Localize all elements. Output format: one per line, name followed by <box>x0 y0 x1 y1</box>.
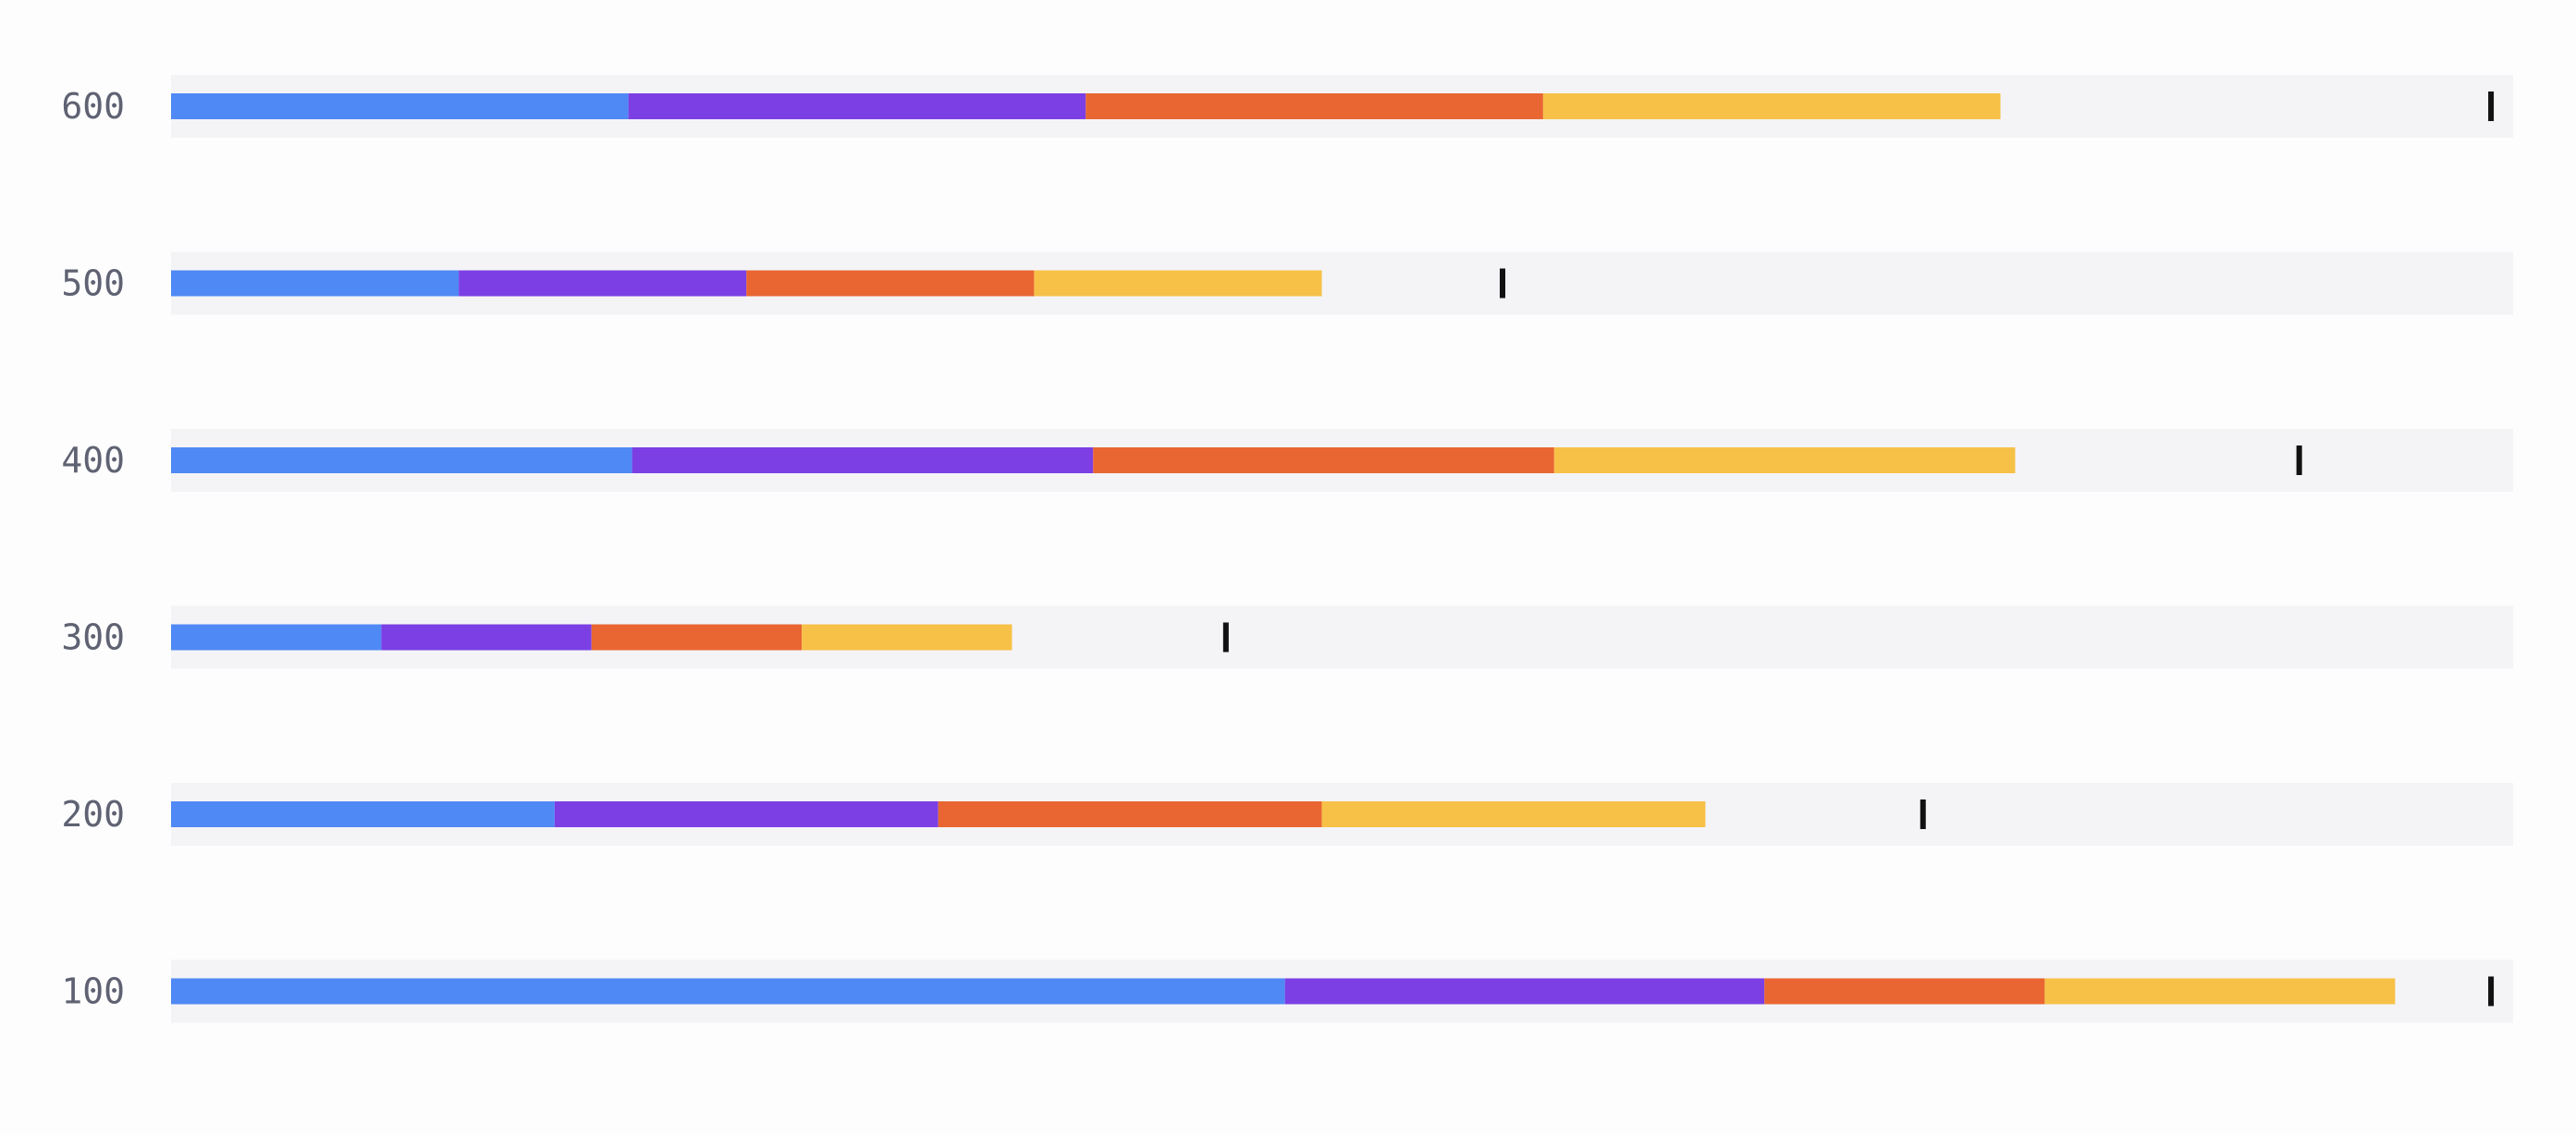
bar-segment-4 <box>1321 801 1706 827</box>
bar-segment-3 <box>1764 978 2045 1005</box>
bar-segment-2 <box>381 624 592 651</box>
bar-segment-1 <box>171 447 632 473</box>
category-label: 100 <box>61 971 125 1012</box>
bar-segment-4 <box>2044 978 2396 1005</box>
bar-segment-4 <box>1542 93 2001 119</box>
bar-segment-2 <box>628 93 1086 119</box>
target-marker <box>1920 799 1926 829</box>
bar-segment-3 <box>1093 447 1554 473</box>
category-label: 200 <box>61 794 125 835</box>
bar-segment-1 <box>171 93 629 119</box>
bar-segment-3 <box>591 624 803 651</box>
bar-segment-4 <box>1034 270 1322 297</box>
target-marker <box>2296 445 2302 475</box>
target-marker <box>1500 268 1506 299</box>
bar-segment-3 <box>938 801 1322 827</box>
target-marker <box>2488 92 2495 121</box>
bar-segment-4 <box>1553 447 2016 473</box>
bar-segment-3 <box>1086 93 1543 119</box>
bar-segment-2 <box>632 447 1094 473</box>
bar-segment-3 <box>746 270 1035 297</box>
bar-segment-1 <box>171 270 460 297</box>
category-label: 300 <box>61 617 125 658</box>
bar-segment-2 <box>459 270 747 297</box>
target-marker <box>2488 976 2495 1007</box>
bar-segment-2 <box>1284 978 1765 1005</box>
bar-segment-4 <box>802 624 1012 651</box>
category-label: 500 <box>61 263 125 304</box>
bar-segment-1 <box>171 978 1285 1005</box>
category-label: 400 <box>61 440 125 481</box>
target-marker <box>1222 622 1229 653</box>
bar-segment-1 <box>171 624 382 651</box>
category-label: 600 <box>61 86 125 127</box>
bar-segment-1 <box>171 801 555 827</box>
bar-segment-2 <box>554 801 938 827</box>
